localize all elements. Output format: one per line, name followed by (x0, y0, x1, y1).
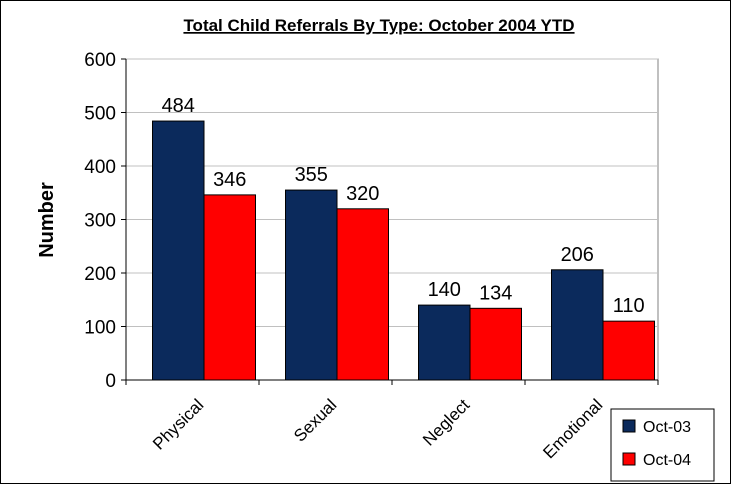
bar-oct-03-sexual (285, 189, 338, 381)
data-label: 346 (213, 169, 246, 191)
data-label: 484 (162, 95, 195, 117)
legend-swatch (622, 419, 636, 433)
y-tick-labels: 0 100 200 300 400 500 600 (84, 50, 116, 392)
y-axis-label: Number (36, 182, 58, 258)
x-tick-label: Sexual (290, 395, 340, 445)
legend: Oct-03 Oct-04 (610, 408, 715, 482)
data-label: 206 (561, 244, 594, 266)
y-tick-label: 500 (84, 104, 116, 125)
legend-label: Oct-03 (643, 419, 691, 436)
legend-label: Oct-04 (643, 452, 691, 469)
y-tick-label: 400 (84, 157, 116, 178)
data-label: 134 (479, 282, 512, 304)
y-tick-label: 100 (84, 318, 116, 339)
x-tick-label: Neglect (419, 395, 473, 449)
data-label: 110 (613, 295, 645, 317)
bars (152, 120, 655, 381)
bar-oct-03-physical (152, 120, 205, 381)
data-label: 320 (346, 183, 379, 205)
chart-title: Total Child Referrals By Type: October 2… (183, 16, 574, 35)
y-tick-label: 300 (84, 211, 116, 232)
y-tick-label: 600 (84, 50, 116, 71)
bar-oct-04-neglect (469, 307, 522, 381)
bar-oct-03-emotional (551, 269, 604, 381)
bar-oct-04-physical (203, 194, 256, 381)
x-tick-label: Emotional (539, 395, 606, 462)
x-tick-label: Physical (149, 395, 207, 453)
bar-oct-04-sexual (336, 208, 389, 381)
y-tick-label: 0 (105, 371, 116, 392)
y-tick-label: 200 (84, 264, 116, 285)
data-label: 140 (428, 279, 461, 301)
axes (121, 58, 659, 385)
data-label: 355 (295, 164, 328, 186)
x-tick-labels: Physical Sexual Neglect Emotional (149, 395, 606, 462)
data-labels: 484 346 355 320 140 134 206 110 (162, 95, 645, 317)
legend-swatch (622, 452, 636, 466)
bar-oct-03-neglect (418, 304, 471, 381)
bar-oct-04-emotional (602, 320, 655, 381)
